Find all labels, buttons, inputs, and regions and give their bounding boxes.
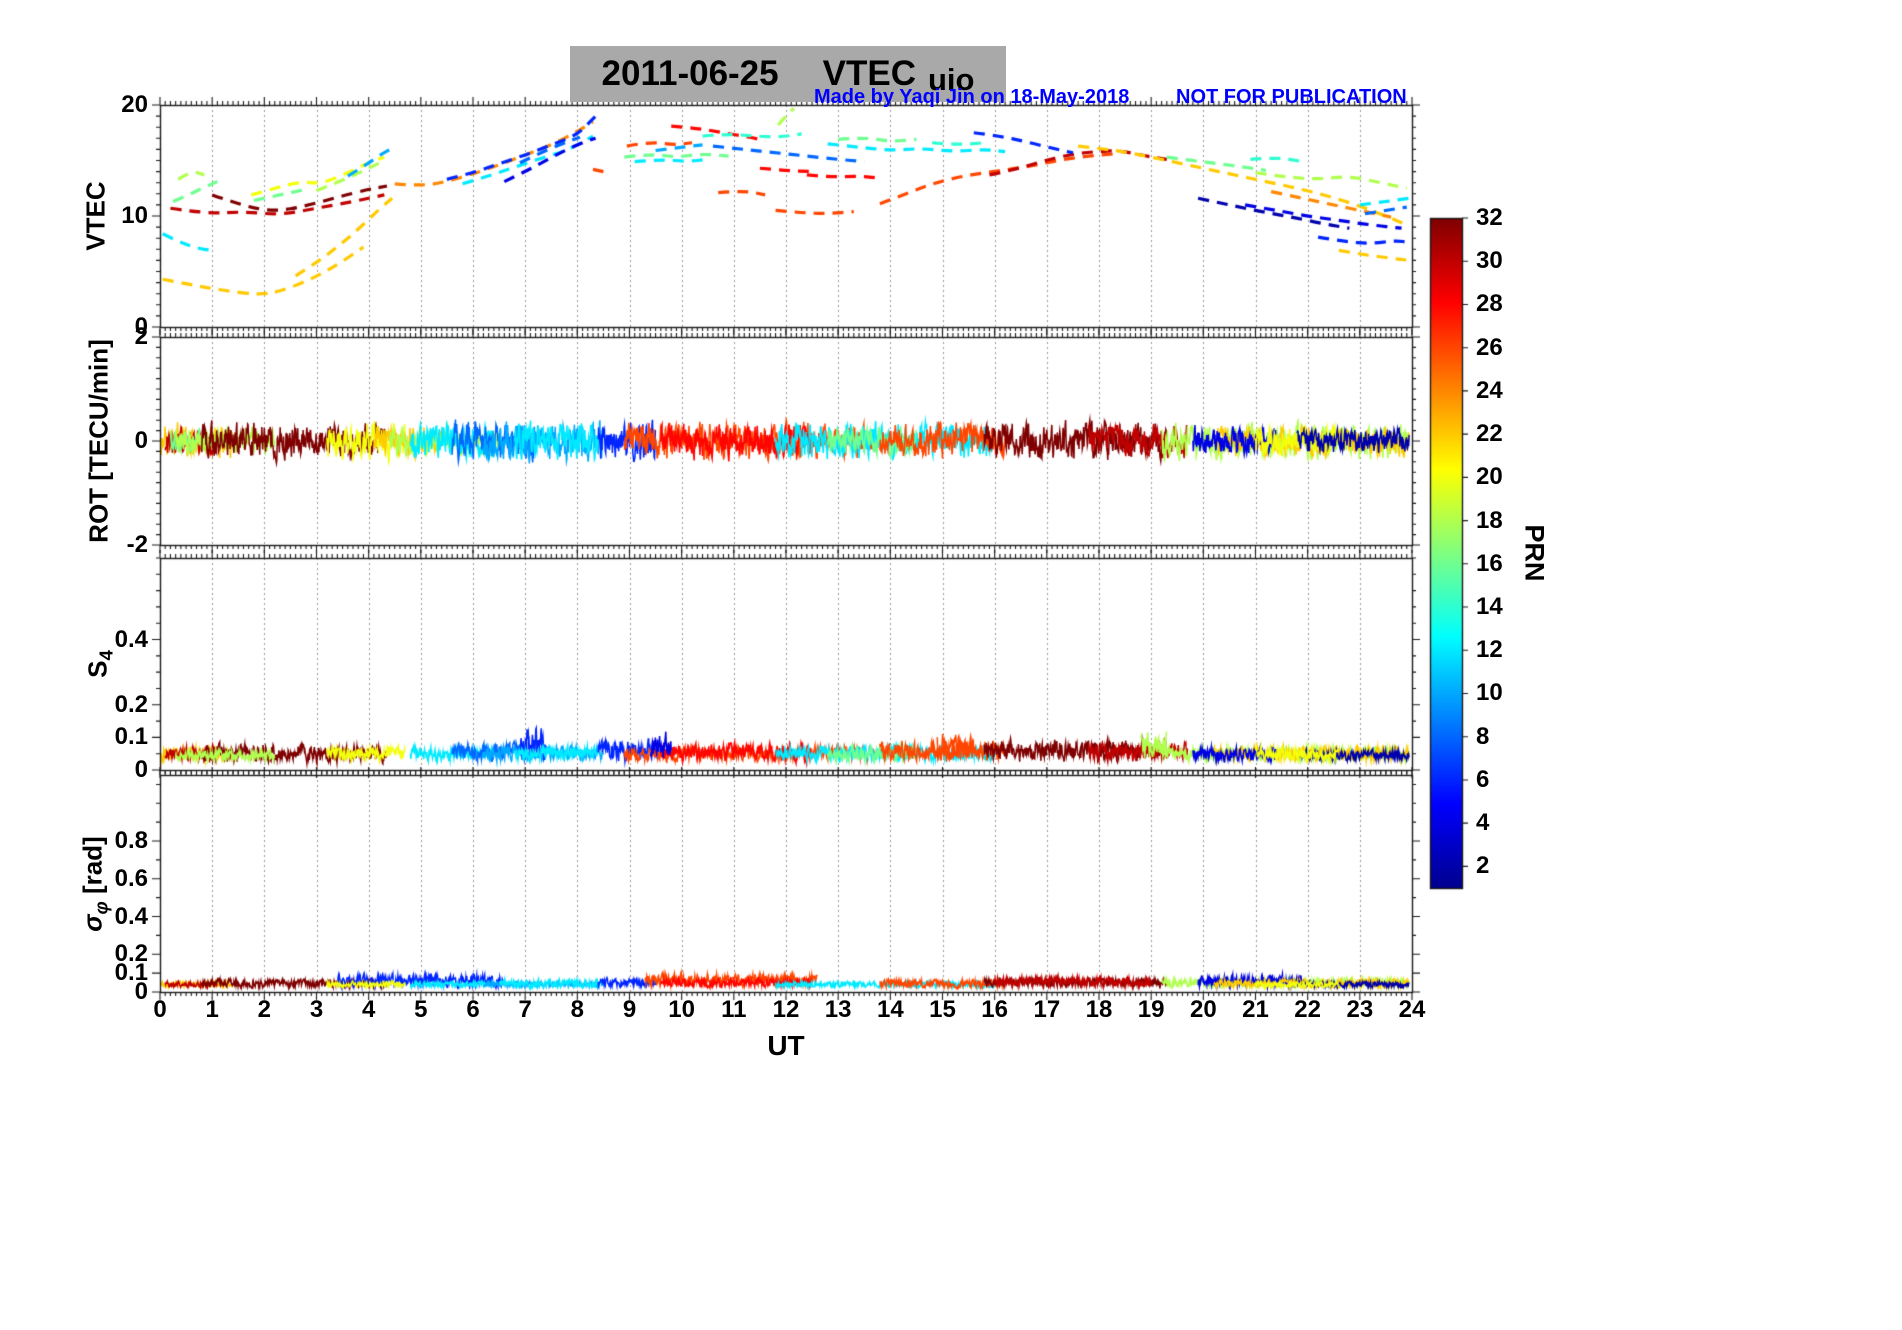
y-axis-label-s4: S4 bbox=[82, 650, 117, 678]
colorbar-tick-label: 18 bbox=[1476, 506, 1503, 534]
x-tick-label: 7 bbox=[518, 996, 532, 1023]
x-tick-label: 12 bbox=[772, 996, 800, 1023]
y-tick-label-vtec: 10 bbox=[121, 202, 148, 229]
x-tick-label: 23 bbox=[1346, 996, 1374, 1023]
x-tick-label: 20 bbox=[1189, 996, 1217, 1023]
x-tick-label: 14 bbox=[876, 996, 904, 1023]
colorbar-tick-label: 16 bbox=[1476, 549, 1503, 577]
y-tick-label-vtec: 20 bbox=[121, 91, 148, 118]
x-tick-label: 22 bbox=[1294, 996, 1322, 1023]
colorbar-tick-label: 2 bbox=[1476, 852, 1490, 880]
title-date: 2011-06-25 bbox=[601, 54, 779, 93]
colorbar-tick-label: 4 bbox=[1476, 809, 1490, 837]
y-tick-label-sigma: 0.2 bbox=[114, 940, 148, 968]
colorbar-tick-label: 6 bbox=[1476, 765, 1490, 793]
x-tick-label: 2 bbox=[257, 996, 272, 1023]
not-for-publication-text: NOT FOR PUBLICATION bbox=[1176, 86, 1407, 108]
x-tick-label: 24 bbox=[1398, 996, 1426, 1023]
chart-title: 2011-06-25 VTEC uio bbox=[570, 46, 1006, 102]
x-tick-label: 21 bbox=[1242, 996, 1269, 1023]
colorbar-tick-label: 8 bbox=[1476, 722, 1490, 750]
colorbar-tick-label: 12 bbox=[1476, 636, 1503, 664]
y-tick-label-s4: 0.2 bbox=[114, 690, 148, 718]
colorbar-tick-label: 32 bbox=[1476, 204, 1503, 231]
x-tick-label: 4 bbox=[361, 996, 376, 1023]
x-tick-label: 5 bbox=[414, 996, 428, 1023]
colorbar-tick-label: 24 bbox=[1476, 376, 1503, 404]
x-tick-label: 18 bbox=[1085, 996, 1113, 1023]
colorbar-tick-label: 20 bbox=[1476, 463, 1503, 491]
x-tick-label: 3 bbox=[309, 996, 324, 1023]
x-tick-label: 11 bbox=[721, 996, 747, 1023]
colorbar-label: PRN bbox=[1519, 524, 1550, 582]
y-tick-label-sigma: 0.1 bbox=[114, 959, 148, 987]
credit-text: Made by Yaqi Jin on 18-May-2018 bbox=[814, 86, 1130, 108]
y-tick-label-rot: 2 bbox=[134, 323, 148, 350]
x-tick-label: 15 bbox=[929, 996, 956, 1023]
colorbar-tick-label: 22 bbox=[1476, 420, 1503, 448]
y-tick-label-sigma: 0 bbox=[134, 978, 148, 1005]
colorbar-tick-label: 10 bbox=[1476, 679, 1503, 707]
y-tick-label-sigma: 0.6 bbox=[114, 864, 148, 892]
y-tick-label-s4: 0.4 bbox=[114, 625, 148, 653]
y-axis-label-sigma: σφ [rad] bbox=[77, 835, 112, 932]
x-tick-label: 13 bbox=[824, 996, 852, 1023]
x-tick-label: 9 bbox=[622, 996, 637, 1023]
y-axis-label-rot: ROT [TECU/min] bbox=[83, 339, 114, 543]
y-tick-label-s4: 0 bbox=[134, 756, 148, 783]
y-tick-label-vtec: 0 bbox=[134, 313, 148, 340]
x-tick-label: 1 bbox=[205, 996, 219, 1023]
y-tick-label-rot: 0 bbox=[134, 427, 148, 454]
y-tick-label-sigma: 0.8 bbox=[114, 827, 148, 855]
x-tick-label: 10 bbox=[668, 996, 696, 1023]
y-tick-label-rot: -2 bbox=[126, 531, 148, 558]
y-tick-label-s4: 0.1 bbox=[114, 723, 148, 751]
title-station: uio bbox=[927, 62, 975, 97]
x-tick-label: 17 bbox=[1033, 996, 1061, 1023]
x-axis-label: UT bbox=[767, 1030, 805, 1061]
y-tick-label-sigma: 0.4 bbox=[114, 902, 148, 930]
colorbar-tick-label: 26 bbox=[1476, 333, 1503, 361]
x-tick-label: 6 bbox=[466, 996, 480, 1023]
colorbar-tick-label: 28 bbox=[1476, 290, 1503, 318]
title-main: VTEC bbox=[822, 54, 916, 93]
y-axis-label-vtec: VTEC bbox=[80, 181, 111, 251]
x-tick-label: 8 bbox=[570, 996, 585, 1023]
x-tick-label: 0 bbox=[153, 996, 167, 1023]
x-tick-label: 16 bbox=[981, 996, 1009, 1023]
colorbar-tick-label: 14 bbox=[1476, 593, 1503, 621]
x-tick-label: 19 bbox=[1137, 996, 1165, 1023]
colorbar-tick-label: 30 bbox=[1476, 247, 1503, 275]
